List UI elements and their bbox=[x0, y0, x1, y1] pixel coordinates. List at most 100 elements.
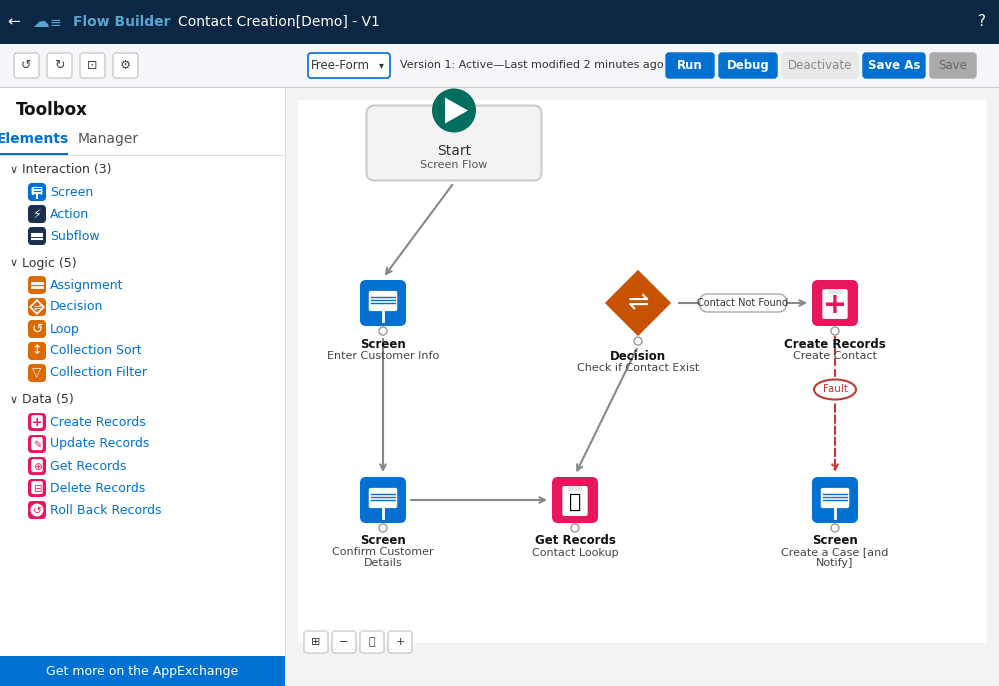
Circle shape bbox=[31, 504, 44, 517]
Text: Save As: Save As bbox=[868, 59, 920, 72]
FancyBboxPatch shape bbox=[28, 205, 46, 223]
FancyBboxPatch shape bbox=[28, 320, 46, 338]
Text: Details: Details bbox=[364, 558, 403, 568]
FancyBboxPatch shape bbox=[719, 53, 777, 78]
Text: Decision: Decision bbox=[610, 350, 666, 363]
Bar bbox=[0, 87, 999, 88]
Text: Notify]: Notify] bbox=[816, 558, 854, 568]
Text: Get Records: Get Records bbox=[534, 534, 615, 547]
FancyBboxPatch shape bbox=[14, 53, 39, 78]
Text: Start: Start bbox=[437, 144, 472, 158]
Text: Contact Creation[Demo] - V1: Contact Creation[Demo] - V1 bbox=[178, 15, 380, 29]
Text: Elements: Elements bbox=[0, 132, 69, 146]
Text: ↕: ↕ bbox=[32, 344, 42, 357]
FancyBboxPatch shape bbox=[31, 481, 43, 494]
Text: Screen: Screen bbox=[50, 185, 93, 198]
FancyBboxPatch shape bbox=[28, 457, 46, 475]
Text: ⊞: ⊞ bbox=[312, 637, 321, 647]
Text: ?: ? bbox=[978, 14, 986, 29]
Text: Logic (5): Logic (5) bbox=[22, 257, 77, 270]
FancyBboxPatch shape bbox=[32, 187, 42, 195]
Text: +: + bbox=[823, 291, 847, 319]
FancyBboxPatch shape bbox=[827, 289, 842, 294]
FancyBboxPatch shape bbox=[367, 106, 541, 180]
Bar bbox=[285, 88, 286, 656]
FancyBboxPatch shape bbox=[28, 501, 46, 519]
FancyBboxPatch shape bbox=[28, 276, 46, 294]
Text: ↺: ↺ bbox=[21, 59, 32, 72]
FancyBboxPatch shape bbox=[28, 435, 46, 453]
Text: Toolbox: Toolbox bbox=[16, 101, 88, 119]
FancyBboxPatch shape bbox=[80, 53, 105, 78]
FancyBboxPatch shape bbox=[31, 459, 43, 472]
Text: Interaction (3): Interaction (3) bbox=[22, 163, 112, 176]
FancyBboxPatch shape bbox=[28, 298, 46, 316]
Text: ∨: ∨ bbox=[10, 258, 18, 268]
FancyBboxPatch shape bbox=[31, 415, 43, 428]
FancyBboxPatch shape bbox=[863, 53, 925, 78]
Text: Collection Filter: Collection Filter bbox=[50, 366, 147, 379]
Text: ↺: ↺ bbox=[31, 322, 43, 336]
Text: Flow Builder: Flow Builder bbox=[73, 15, 171, 29]
FancyBboxPatch shape bbox=[360, 477, 406, 523]
FancyBboxPatch shape bbox=[666, 53, 714, 78]
Circle shape bbox=[634, 337, 642, 345]
Text: ⚡: ⚡ bbox=[33, 207, 41, 220]
Text: Action: Action bbox=[50, 207, 89, 220]
Text: Version 1: Active—Last modified 2 minutes ago: Version 1: Active—Last modified 2 minute… bbox=[400, 60, 663, 71]
Text: Contact Not Found: Contact Not Found bbox=[697, 298, 788, 308]
Bar bbox=[0, 656, 285, 686]
Text: ⊕: ⊕ bbox=[33, 462, 41, 472]
Text: Decision: Decision bbox=[50, 300, 103, 314]
FancyBboxPatch shape bbox=[930, 53, 976, 78]
FancyBboxPatch shape bbox=[47, 53, 72, 78]
Text: Run: Run bbox=[677, 59, 703, 72]
Text: Create Records: Create Records bbox=[784, 338, 886, 351]
FancyBboxPatch shape bbox=[821, 488, 849, 508]
Text: Free-Form: Free-Form bbox=[311, 59, 370, 72]
Bar bbox=[0, 155, 285, 156]
Text: Enter Customer Info: Enter Customer Info bbox=[327, 351, 440, 361]
Text: Screen: Screen bbox=[812, 534, 858, 547]
Text: ↺: ↺ bbox=[33, 506, 41, 516]
FancyBboxPatch shape bbox=[308, 53, 390, 78]
Text: Create a Case [and: Create a Case [and bbox=[781, 547, 889, 557]
Circle shape bbox=[432, 88, 476, 132]
FancyBboxPatch shape bbox=[28, 183, 46, 201]
Text: −: − bbox=[340, 637, 349, 647]
Text: Confirm Customer: Confirm Customer bbox=[333, 547, 434, 557]
FancyBboxPatch shape bbox=[567, 486, 582, 491]
Text: ↻: ↻ bbox=[54, 59, 65, 72]
Text: Create Records: Create Records bbox=[50, 416, 146, 429]
Bar bbox=[286, 88, 999, 686]
FancyBboxPatch shape bbox=[332, 631, 356, 653]
Text: Check if Contact Exist: Check if Contact Exist bbox=[576, 363, 699, 373]
FancyBboxPatch shape bbox=[369, 291, 398, 311]
Text: Delete Records: Delete Records bbox=[50, 482, 145, 495]
Text: ≡: ≡ bbox=[49, 16, 61, 30]
Polygon shape bbox=[604, 270, 671, 336]
Text: ∨: ∨ bbox=[10, 165, 18, 175]
Text: Save: Save bbox=[939, 59, 967, 72]
FancyBboxPatch shape bbox=[360, 280, 406, 326]
FancyBboxPatch shape bbox=[113, 53, 138, 78]
Circle shape bbox=[379, 327, 387, 335]
FancyBboxPatch shape bbox=[31, 437, 43, 450]
Bar bbox=[0, 124, 285, 154]
Text: Update Records: Update Records bbox=[50, 438, 150, 451]
Text: Screen: Screen bbox=[360, 534, 406, 547]
FancyBboxPatch shape bbox=[28, 479, 46, 497]
Text: Debug: Debug bbox=[726, 59, 769, 72]
Bar bbox=[0, 88, 285, 656]
Text: ⇌: ⇌ bbox=[627, 290, 648, 316]
Text: +: + bbox=[32, 416, 42, 429]
Circle shape bbox=[379, 524, 387, 532]
Text: ⊡: ⊡ bbox=[87, 59, 98, 72]
FancyBboxPatch shape bbox=[700, 294, 786, 312]
Text: +: + bbox=[396, 637, 405, 647]
FancyBboxPatch shape bbox=[812, 477, 858, 523]
Text: Fault: Fault bbox=[822, 384, 847, 394]
FancyBboxPatch shape bbox=[28, 364, 46, 382]
Circle shape bbox=[571, 524, 579, 532]
Bar bbox=[0, 0, 999, 44]
